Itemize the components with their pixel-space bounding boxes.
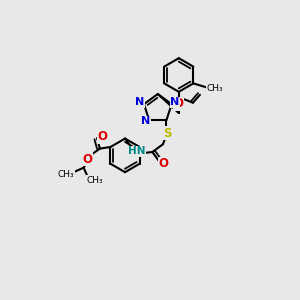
Text: CH₃: CH₃ [58,169,75,178]
Text: O: O [174,97,184,110]
Text: O: O [82,153,92,166]
Text: S: S [163,127,171,140]
Text: O: O [97,130,107,143]
Text: O: O [159,157,169,170]
Text: CH₃: CH₃ [86,176,103,185]
Text: HN: HN [128,146,145,156]
Text: CH₃: CH₃ [207,84,224,93]
Text: N: N [135,98,145,107]
Text: N: N [170,98,180,107]
Text: N: N [141,116,150,127]
